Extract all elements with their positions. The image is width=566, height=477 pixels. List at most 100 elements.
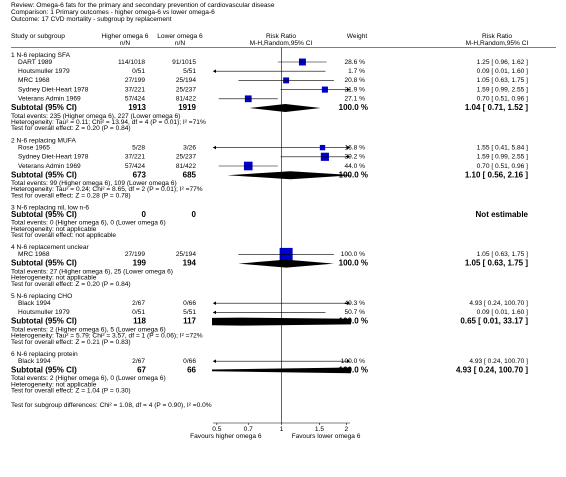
note: Heterogeneity: Tau² = 5.79; Chi² = 3.57,… [11,333,203,340]
higher-events: 2/67 [132,300,145,307]
study-name: Houtsmuller 1979 [18,309,70,316]
note: Total events: 2 (Higher omega 6), 0 (Low… [11,375,166,382]
group-title: 1 N-6 replacing SFA [11,52,71,59]
weight: 20.8 % [344,77,365,84]
favours-left: Favours higher omega 6 [190,433,262,440]
lower-events: 25/194 [176,251,197,258]
study-name: Sydney Diet-Heart 1978 [18,86,89,93]
rr-label: 1.05 [ 0.63, 1.75 ] [477,77,528,84]
subtotal-diamond [249,104,321,112]
subtotal-lower: 194 [183,259,197,268]
subtotal-rr: 1.10 [ 0.56, 2.16 ] [465,170,528,179]
weight: 50.7 % [344,309,365,316]
higher-events: 57/424 [125,163,146,170]
note: Total events: 235 (Higher omega 6), 227 … [11,113,180,120]
higher-events: 0/51 [132,309,145,316]
note: Heterogeneity: not applicable [11,275,97,282]
weight: 49.3 % [344,300,365,307]
x-tick-label: 1 [280,426,284,433]
subtotal-diamond [227,171,351,180]
lower-events: 0/66 [183,300,196,307]
subtotal-label: Subtotal (95% CI) [11,317,77,326]
ci-arrow [213,145,216,150]
study-name: Sydney Diet-Heart 1978 [18,154,89,161]
lower-events: 81/422 [176,163,197,170]
lower-events: 81/422 [176,96,197,103]
subtotal-label: Subtotal (95% CI) [11,103,77,112]
note: Heterogeneity: not applicable [11,381,97,388]
study-name: MRC 1968 [18,77,50,84]
note: Heterogeneity: Tau² = 0.11; Chi² = 13.94… [11,119,206,126]
col-lower: Lower omega 6 [157,33,203,40]
subtotal-higher: 0 [142,210,147,219]
lower-events: 0/66 [183,358,196,365]
note: Total events: 0 (Higher omega 6), 0 (Low… [11,220,166,227]
study-name: Veterans Admin 1969 [18,163,81,170]
subtotal-higher: 1913 [128,103,146,112]
subtotal-weight: 100.0 % [339,317,368,326]
study-name: Veterans Admin 1969 [18,96,81,103]
ci-arrow [347,145,350,150]
rr-label: 0.70 [ 0.51, 0.96 ] [477,96,528,103]
subtotal-lower: 117 [183,317,196,326]
subtotal-weight: 100.0 % [339,366,368,375]
higher-events: 37/221 [125,154,146,161]
weight: 16.8 % [344,144,365,151]
rr-label: 4.93 [ 0.24, 100.70 ] [469,358,528,365]
weight: 39.2 % [344,154,365,161]
rr-label: 1.59 [ 0.99, 2.55 ] [477,86,528,93]
note: Test for overall effect: Z = 0.20 (P = 0… [11,125,131,132]
study-name: MRC 1968 [18,251,50,258]
weight: 21.9 % [344,86,365,93]
rr-label: 0.09 [ 0.01, 1.60 ] [477,68,528,75]
review: Review: Omega-6 fats for the primary and… [11,2,275,9]
group-title: 4 N-6 replacement unclear [11,244,90,251]
ci-arrow [347,359,350,363]
comparison: Comparison: 1 Primary outcomes - higher … [11,9,215,16]
group-title: 5 N-6 replacing CHO [11,293,72,300]
study-name: Houtsmuller 1979 [18,68,70,75]
subtotal-rr: 0.65 [ 0.01, 33.17 ] [460,317,528,326]
higher-events: 37/221 [125,86,146,93]
subtotal-weight: 100.0 % [339,170,368,179]
lower-events: 5/51 [183,309,196,316]
higher-events: 27/199 [125,77,146,84]
ci-arrow [347,301,350,305]
study-name: Black 1994 [18,300,51,307]
col-higher: Higher omega 6 [102,33,149,40]
ci-arrow [213,69,216,73]
x-tick-label: 0.5 [212,426,221,433]
weight: 100.0 % [341,251,365,258]
subtotal-higher: 67 [137,366,146,375]
subtotal-rr: 1.04 [ 0.71, 1.52 ] [465,103,528,112]
outcome: Outcome: 17 CVD mortality - subgroup by … [11,16,172,23]
note: Test for overall effect: Z = 0.21 (P = 0… [11,339,131,346]
subtotal-label: Subtotal (95% CI) [11,170,77,179]
weight: 28.6 % [344,59,365,66]
note: Test for overall effect: Z = 0.28 (P = 0… [11,192,131,199]
subtotal-label: Subtotal (95% CI) [11,259,77,268]
favours-right: Favours lower omega 6 [292,433,361,440]
note: Total events: 99 (Higher omega 6), 109 (… [11,180,177,187]
rr-label: 0.09 [ 0.01, 1.60 ] [477,309,528,316]
col-rr-sub: M-H,Random,95% CI [466,40,529,47]
study-name: Rose 1965 [18,144,50,151]
x-tick-label: 1.5 [315,426,324,433]
lower-events: 25/237 [176,154,197,161]
lower-events: 25/237 [176,86,197,93]
note: Heterogeneity: not applicable [11,226,97,233]
lower-events: 91/1015 [172,59,196,66]
note: Total events: 2 (Higher omega 6), 5 (Low… [11,326,166,333]
higher-events: 27/199 [125,251,146,258]
rr-label: 4.93 [ 0.24, 100.70 ] [469,300,528,307]
note: Total events: 27 (Higher omega 6), 25 (L… [11,268,173,275]
study-name: Black 1994 [18,358,51,365]
subtotal-lower: 0 [192,210,197,219]
subtotal-higher: 673 [133,170,147,179]
weight: 100.0 % [341,358,365,365]
subgroup-test: Test for subgroup differences: Chi² = 1.… [11,402,212,409]
rr-label: 1.55 [ 0.41, 5.84 ] [477,144,528,151]
note: Test for overall effect: Z = 1.04 (P = 0… [11,388,131,395]
col-rr: Risk Ratio [482,33,512,40]
group-title: 2 N-6 replacing MUFA [11,137,76,144]
